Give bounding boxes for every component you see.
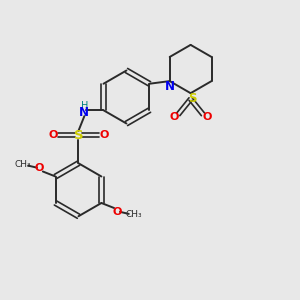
Text: O: O bbox=[34, 163, 44, 173]
Text: S: S bbox=[188, 92, 196, 105]
Text: N: N bbox=[80, 106, 89, 119]
Text: H: H bbox=[81, 101, 88, 111]
Text: O: O bbox=[99, 130, 109, 140]
Text: N: N bbox=[165, 80, 175, 93]
Text: CH₃: CH₃ bbox=[14, 160, 31, 169]
Text: O: O bbox=[202, 112, 212, 122]
Text: O: O bbox=[48, 130, 58, 140]
Text: O: O bbox=[169, 112, 179, 122]
Text: S: S bbox=[74, 129, 83, 142]
Text: CH₃: CH₃ bbox=[126, 210, 142, 219]
Text: O: O bbox=[113, 207, 122, 217]
